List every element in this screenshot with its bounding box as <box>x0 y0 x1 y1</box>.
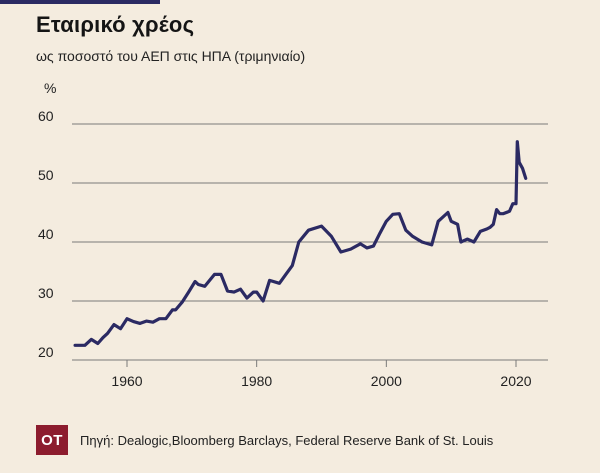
source-note: Πηγή: Dealogic,Bloomberg Barclays, Feder… <box>80 433 494 448</box>
y-tick-label: 50 <box>38 167 54 183</box>
chart-title: Εταιρικό χρέος <box>36 12 195 37</box>
y-axis-unit: % <box>44 80 57 96</box>
ot-logo: ΟΤ <box>36 425 68 455</box>
series-line <box>73 140 528 347</box>
y-tick-labels: 20 30 40 50 60 <box>38 108 54 360</box>
y-tick-label: 20 <box>38 344 54 360</box>
x-tick-label: 1980 <box>241 373 272 389</box>
series-group <box>73 140 528 347</box>
x-tick-label: 1960 <box>111 373 142 389</box>
x-tick-label: 2000 <box>371 373 402 389</box>
chart-subtitle: ως ποσοστό του ΑΕΠ στις ΗΠΑ (τριμηνιαίο) <box>36 48 306 64</box>
gridlines <box>72 123 548 361</box>
top-accent-bar <box>0 0 160 4</box>
y-tick-label: 40 <box>38 226 54 242</box>
y-tick-label: 30 <box>38 285 54 301</box>
y-tick-label: 60 <box>38 108 54 124</box>
x-tick-labels: 1960 1980 2000 2020 <box>111 360 532 389</box>
x-tick-label: 2020 <box>500 373 531 389</box>
